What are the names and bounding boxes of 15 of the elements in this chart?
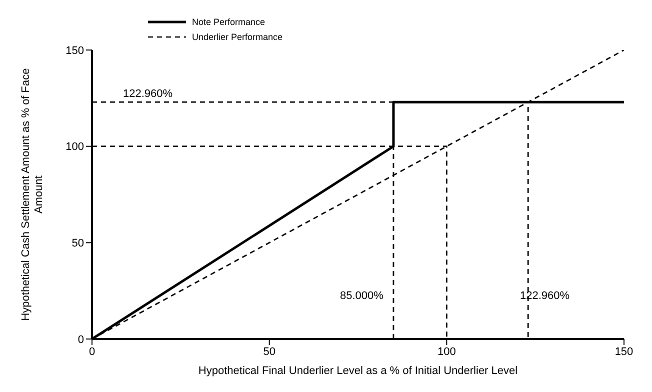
annotation: 122.960% [123,88,173,100]
y-tick-label: 50 [72,238,84,250]
x-axis-title: Hypothetical Final Underlier Level as a % of Initial Underlier Level [198,365,518,377]
y-axis-title: Hypothetical Cash Settlement Amount as % of Face Amount [20,68,45,321]
annotation: 85.000% [340,290,384,302]
x-tick-label: 150 [614,346,634,358]
legend-label: Note Performance [192,16,266,26]
y-tick-label: 150 [66,44,84,57]
x-tick-label: 50 [263,346,276,358]
x-tick-label: 100 [437,346,456,358]
annotation: 122.960% [520,290,570,302]
y-tick-label: 0 [78,334,84,346]
x-tick-label: 0 [88,346,96,358]
legend-label: Underlier Performance [192,32,283,42]
y-tick-label: 100 [66,141,84,154]
